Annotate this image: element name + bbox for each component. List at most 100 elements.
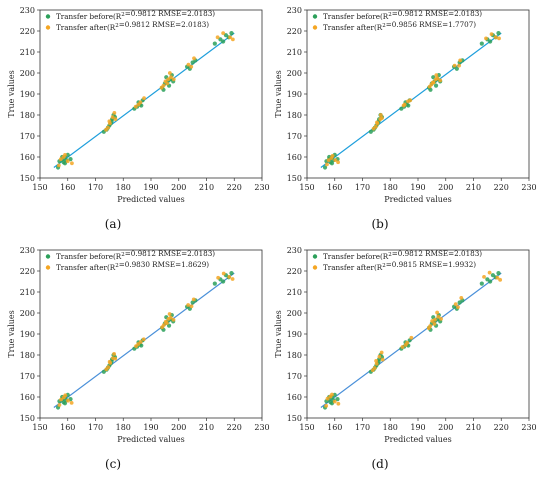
point-after xyxy=(336,401,341,406)
panel-caption: (a) xyxy=(105,217,122,231)
point-after xyxy=(138,100,143,105)
x-tick-label: 170 xyxy=(355,183,370,192)
y-tick-label: 210 xyxy=(287,288,302,297)
point-after xyxy=(230,277,235,281)
chart-panel-d: 150 160 170 180 190 200 210 220 230 150 160 170 180 1… xyxy=(274,246,537,471)
y-tick-label: 150 xyxy=(287,174,302,183)
x-tick-label: 150 xyxy=(32,183,47,192)
point-after xyxy=(439,316,443,321)
point-after xyxy=(112,111,117,115)
y-tick-label: 180 xyxy=(287,111,302,120)
point-after xyxy=(325,162,329,167)
y-tick-label: 210 xyxy=(20,288,35,297)
point-before xyxy=(229,271,234,276)
y-tick-label: 150 xyxy=(20,414,35,423)
y-tick-label: 200 xyxy=(287,309,302,318)
y-tick-label: 200 xyxy=(287,69,302,78)
point-after xyxy=(325,396,330,401)
point-before xyxy=(433,83,439,88)
y-tick-label: 220 xyxy=(287,27,302,36)
y-tick-label: 150 xyxy=(287,414,302,423)
point-after xyxy=(408,98,413,103)
point-after xyxy=(436,314,441,319)
point-after xyxy=(498,277,503,282)
y-tick-label: 230 xyxy=(287,6,302,15)
y-axis-title: True values xyxy=(274,310,283,357)
x-tick-label: 180 xyxy=(383,183,398,192)
point-after xyxy=(165,81,169,86)
point-after xyxy=(69,400,74,405)
legend-label-after: Transfer after(R2=0.9812 RMSE=2.0183) xyxy=(56,20,209,32)
legend-label-before: Transfer before(R2=0.9812 RMSE=2.0183) xyxy=(323,249,482,261)
point-after xyxy=(63,393,68,398)
point-after xyxy=(227,274,232,279)
point-after xyxy=(167,71,172,75)
point-after xyxy=(332,399,337,404)
point-after xyxy=(104,367,109,372)
x-tick-label: 170 xyxy=(88,183,103,192)
point-after xyxy=(482,274,486,279)
point-before xyxy=(221,39,226,44)
y-tick-label: 210 xyxy=(20,48,35,57)
point-before xyxy=(329,161,335,166)
y-tick-label: 170 xyxy=(287,132,302,141)
point-after xyxy=(57,403,62,407)
point-after xyxy=(215,35,220,40)
point-before xyxy=(428,87,433,92)
point-after xyxy=(333,158,338,163)
point-after xyxy=(70,161,74,166)
legend-label-after: Transfer after(R2=0.9815 RMSE=1.9932) xyxy=(323,260,476,272)
y-tick-label: 180 xyxy=(287,351,302,360)
x-tick-label: 160 xyxy=(60,183,75,192)
x-tick-label: 150 xyxy=(299,183,314,192)
point-after xyxy=(166,77,171,82)
point-after xyxy=(141,337,146,342)
point-after xyxy=(191,297,196,302)
point-after xyxy=(431,80,436,85)
x-tick-label: 200 xyxy=(171,423,186,432)
x-tick-label: 200 xyxy=(438,423,453,432)
x-tick-label: 180 xyxy=(116,423,131,432)
x-tick-label: 230 xyxy=(521,183,536,192)
y-tick-label: 220 xyxy=(287,267,302,276)
point-after xyxy=(374,361,379,366)
point-after xyxy=(113,356,118,361)
y-axis-title: True values xyxy=(274,70,283,117)
point-after xyxy=(380,116,384,121)
x-tick-label: 210 xyxy=(466,183,481,192)
point-after xyxy=(230,37,235,42)
point-after xyxy=(371,126,376,131)
point-before xyxy=(212,281,217,286)
point-after xyxy=(432,322,437,326)
x-tick-label: 220 xyxy=(494,423,509,432)
y-tick-label: 200 xyxy=(20,69,35,78)
x-tick-label: 150 xyxy=(32,423,47,432)
point-after xyxy=(113,117,118,122)
point-before xyxy=(335,397,340,402)
point-after xyxy=(495,275,500,280)
x-tick-label: 170 xyxy=(88,423,103,432)
point-after xyxy=(370,368,375,373)
y-axis-title: True values xyxy=(7,70,16,117)
x-tick-label: 200 xyxy=(171,183,186,192)
point-after xyxy=(459,295,464,300)
point-before xyxy=(65,152,70,157)
point-before xyxy=(496,30,501,36)
legend-marker-after xyxy=(312,265,318,270)
chart-panel-b: 150 160 170 180 190 200 210 220 230 150 160 170 180 1… xyxy=(274,6,537,231)
x-tick-label: 170 xyxy=(355,423,370,432)
y-tick-label: 150 xyxy=(20,174,35,183)
point-after xyxy=(401,103,406,108)
y-tick-label: 220 xyxy=(20,267,35,276)
chart-panel-a: 150 160 170 180 190 200 210 220 230 150 160 170 180 1… xyxy=(7,6,270,231)
y-tick-label: 160 xyxy=(20,153,35,162)
point-after xyxy=(379,350,384,355)
panel-caption: (b) xyxy=(371,217,388,231)
point-after xyxy=(134,344,138,349)
x-axis-title: Predicted values xyxy=(117,435,185,444)
point-after xyxy=(186,62,191,67)
x-tick-label: 220 xyxy=(227,423,242,432)
legend-marker-after xyxy=(312,25,318,30)
x-tick-label: 230 xyxy=(521,423,536,432)
